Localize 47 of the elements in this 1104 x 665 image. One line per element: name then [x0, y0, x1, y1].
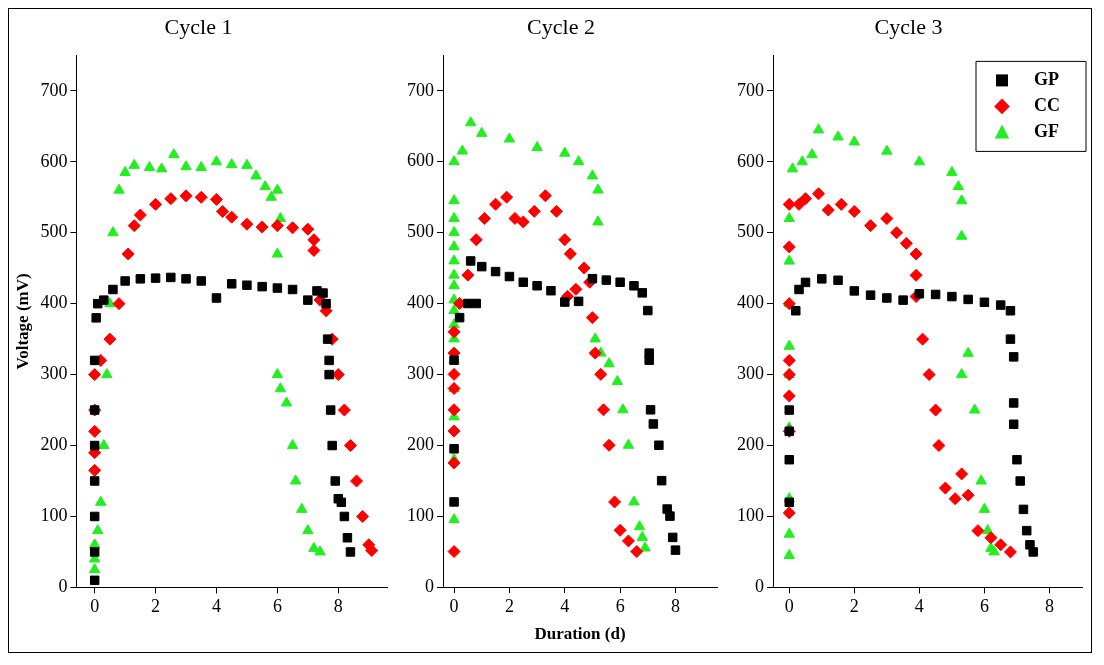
y-tick-label: 0	[58, 576, 68, 597]
x-tick-label: 2	[151, 595, 161, 616]
y-tick-label: 200	[737, 434, 764, 455]
y-tick-label: 600	[737, 150, 764, 171]
chart-title: Cycle 3	[874, 13, 943, 39]
x-tick-label: 6	[272, 595, 282, 616]
x-tick-label: 8	[670, 595, 680, 616]
y-tick-label: 400	[40, 292, 68, 313]
y-tick-label: 500	[737, 221, 764, 242]
y-tick-label: 100	[40, 505, 68, 526]
x-tick-label: 6	[615, 595, 625, 616]
x-tick-label: 0	[784, 595, 794, 616]
y-tick-label: 200	[40, 434, 68, 455]
y-tick-label: 0	[755, 576, 764, 597]
y-tick-label: 300	[407, 363, 434, 384]
y-tick-label: 700	[737, 79, 764, 100]
x-tick-label: 0	[449, 595, 459, 616]
y-tick-label: 200	[407, 433, 434, 454]
x-tick-label: 2	[849, 595, 859, 616]
x-axis-title: Duration (d)	[534, 624, 626, 644]
x-tick-label: 8	[1044, 595, 1054, 616]
x-tick-label: 6	[979, 595, 989, 616]
y-tick-label: 100	[407, 504, 434, 525]
y-tick-label: 100	[737, 505, 764, 526]
y-tick-label: 600	[40, 150, 68, 171]
legend-label: CC	[1034, 95, 1060, 116]
y-tick-label: 0	[425, 575, 434, 596]
y-axis-title: Voltage (mV)	[12, 273, 32, 370]
legend-label: GP	[1034, 69, 1059, 90]
y-tick-label: 400	[407, 292, 434, 313]
x-tick-label: 2	[504, 595, 514, 616]
y-tick-label: 300	[40, 363, 68, 384]
chart-title: Cycle 2	[527, 13, 595, 39]
x-tick-label: 4	[211, 595, 221, 616]
y-tick-label: 500	[40, 221, 68, 242]
y-tick-label: 400	[737, 292, 764, 313]
chart-title: Cycle 1	[164, 13, 233, 39]
y-tick-label: 700	[407, 79, 434, 100]
y-tick-label: 600	[407, 150, 434, 171]
legend-label: GF	[1034, 121, 1059, 142]
y-tick-label: 700	[40, 79, 68, 100]
y-tick-label: 300	[737, 363, 764, 384]
x-tick-label: 0	[90, 595, 100, 616]
x-tick-label: 4	[560, 595, 570, 616]
x-tick-label: 4	[914, 595, 924, 616]
y-tick-label: 500	[407, 221, 434, 242]
x-tick-label: 8	[333, 595, 343, 616]
